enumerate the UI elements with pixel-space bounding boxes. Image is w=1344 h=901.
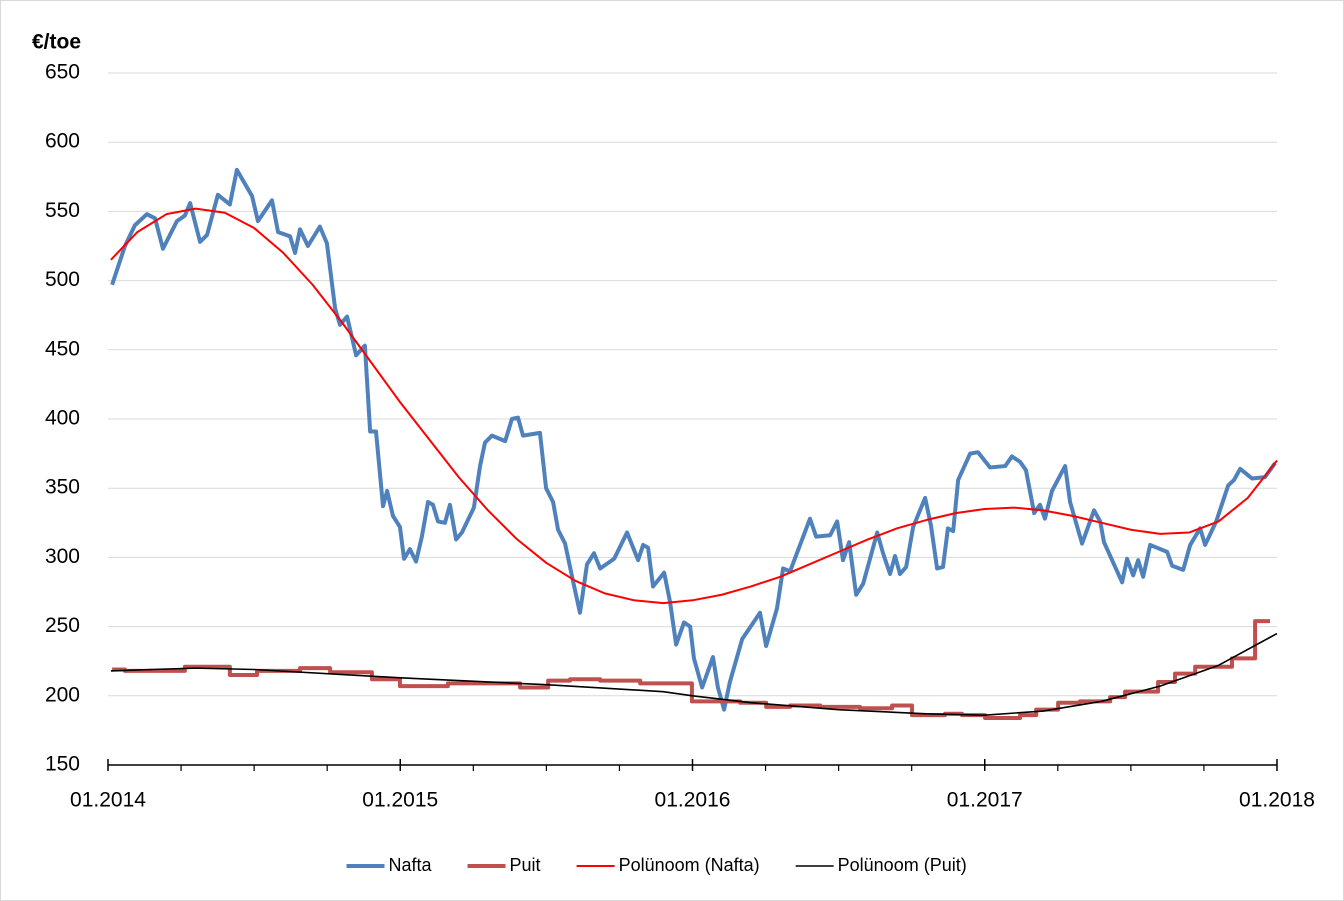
series-line — [110, 632, 1278, 716]
y-tick-label: 150 — [45, 753, 80, 776]
y-tick-label: 350 — [45, 476, 80, 499]
y-tick-label: 300 — [45, 545, 80, 568]
legend-label: Nafta — [389, 855, 433, 875]
y-tick-label: 200 — [45, 683, 80, 706]
y-tick-label: 650 — [45, 61, 80, 84]
legend-label: Polünoom (Puit) — [838, 855, 967, 875]
x-tick-label: 01.2018 — [1239, 789, 1315, 812]
x-tick-label: 01.2016 — [655, 789, 731, 812]
series-line — [112, 619, 1270, 720]
y-tick-label: 500 — [45, 268, 80, 291]
series-line — [110, 167, 1277, 712]
series-line — [110, 207, 1278, 605]
x-tick-label: 01.2017 — [947, 789, 1023, 812]
x-tick-label: 01.2014 — [70, 789, 146, 812]
y-tick-label: 450 — [45, 337, 80, 360]
y-tick-label: 600 — [45, 130, 80, 153]
legend-label: Polünoom (Nafta) — [619, 855, 760, 875]
y-tick-label: 250 — [45, 614, 80, 637]
y-axis-label: €/toe — [32, 31, 81, 54]
legend-label: Puit — [510, 855, 541, 875]
y-tick-label: 400 — [45, 407, 80, 430]
y-tick-label: 550 — [45, 199, 80, 222]
x-tick-label: 01.2015 — [362, 789, 438, 812]
